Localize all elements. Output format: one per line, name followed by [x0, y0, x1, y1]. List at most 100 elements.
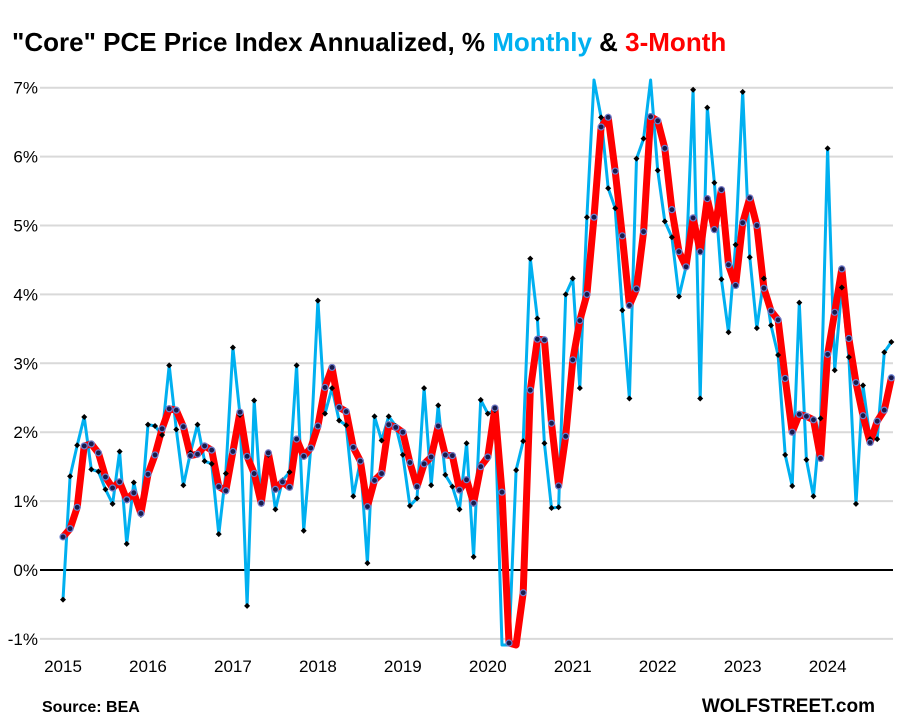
three-month-point — [604, 113, 612, 121]
monthly-point — [385, 413, 392, 420]
monthly-point — [697, 395, 704, 402]
three-month-point — [484, 453, 492, 461]
three-month-point — [236, 408, 244, 416]
three-month-point — [668, 206, 676, 214]
monthly-point — [711, 179, 718, 186]
monthly-point — [619, 307, 626, 314]
three-month-point — [94, 449, 103, 457]
three-month-point — [264, 449, 272, 457]
monthly-point — [215, 531, 222, 538]
three-month-point — [477, 463, 485, 471]
three-month-point — [505, 639, 513, 647]
three-month-point — [526, 386, 534, 394]
monthly-point — [874, 436, 881, 443]
monthly-point — [463, 440, 470, 447]
three-month-point — [165, 405, 173, 413]
monthly-point — [470, 553, 477, 560]
y-tick-label: 4% — [13, 285, 38, 304]
monthly-point — [838, 284, 845, 291]
y-tick-label: 1% — [13, 492, 38, 511]
three-month-point — [356, 457, 364, 465]
monthly-point — [881, 349, 888, 356]
monthly-point — [378, 437, 385, 444]
series-lines — [59, 78, 895, 649]
three-month-point — [448, 452, 456, 460]
three-month-point — [654, 117, 662, 125]
three-month-point — [462, 476, 471, 484]
monthly-point — [789, 482, 796, 489]
monthly-point — [74, 442, 81, 449]
three-month-point — [307, 444, 315, 452]
three-month-point — [172, 406, 180, 414]
monthly-point — [371, 413, 378, 420]
monthly-point — [314, 297, 321, 304]
three-month-point — [590, 213, 598, 221]
monthly-point — [173, 426, 180, 433]
three-month-point — [831, 308, 839, 316]
three-month-point — [243, 452, 251, 460]
monthly-point — [81, 414, 88, 421]
y-tick-label: 2% — [13, 423, 38, 442]
monthly-point — [675, 293, 682, 300]
three-month-point — [809, 416, 818, 424]
three-month-point — [724, 261, 733, 269]
monthly-point — [598, 114, 605, 121]
y-tick-label: 6% — [13, 148, 38, 167]
three-month-point — [271, 485, 279, 493]
monthly-point — [244, 602, 251, 609]
monthly-point — [760, 275, 767, 282]
three-month-point — [859, 412, 867, 420]
three-month-point — [455, 486, 464, 494]
monthly-point — [201, 458, 208, 465]
three-month-point — [696, 248, 704, 256]
three-month-point — [59, 533, 67, 541]
monthly-point — [605, 185, 612, 192]
three-month-point — [144, 470, 152, 478]
three-month-point — [293, 435, 301, 443]
three-month-point — [399, 428, 407, 436]
three-month-point — [80, 442, 88, 450]
three-month-point — [370, 476, 379, 485]
monthly-point — [569, 275, 576, 282]
three-month-point — [562, 432, 570, 440]
three-month-point — [767, 307, 775, 315]
source-label: Source: BEA — [42, 699, 140, 716]
three-month-point — [760, 284, 768, 292]
three-month-point — [116, 478, 124, 486]
three-month-point — [498, 488, 506, 496]
monthly-point — [251, 397, 258, 404]
title-prefix: "Core" PCE Price Index Annualized, % — [12, 27, 492, 57]
monthly-point — [123, 540, 130, 547]
three-month-point — [434, 422, 442, 430]
three-month-point — [880, 406, 888, 414]
three-month-point — [378, 469, 386, 478]
y-tick-label: -1% — [8, 630, 38, 649]
monthly-point — [541, 440, 548, 447]
three-month-point — [123, 496, 131, 504]
three-month-point — [278, 478, 287, 486]
three-month-point — [639, 228, 648, 236]
x-tick-label: 2019 — [384, 657, 422, 676]
three-month-point — [519, 589, 527, 597]
three-month-point — [101, 473, 110, 481]
monthly-point — [229, 344, 236, 351]
monthly-point — [513, 467, 520, 474]
title-amp: & — [592, 27, 625, 57]
three-month-point — [625, 301, 634, 310]
three-month-point — [250, 469, 258, 478]
three-month-point — [349, 443, 357, 451]
three-month-point — [816, 454, 825, 462]
x-tick-label: 2015 — [44, 657, 82, 676]
three-month-point — [661, 144, 669, 152]
monthly-point — [130, 479, 137, 486]
title-three-month: 3-Month — [625, 27, 726, 57]
monthly-point — [704, 104, 711, 111]
three-month-point — [873, 417, 881, 425]
monthly-point — [548, 504, 555, 511]
three-month-point — [576, 316, 584, 325]
three-month-point — [229, 447, 237, 456]
three-month-point — [201, 442, 209, 450]
x-tick-label: 2017 — [214, 657, 252, 676]
three-month-point — [427, 453, 435, 461]
